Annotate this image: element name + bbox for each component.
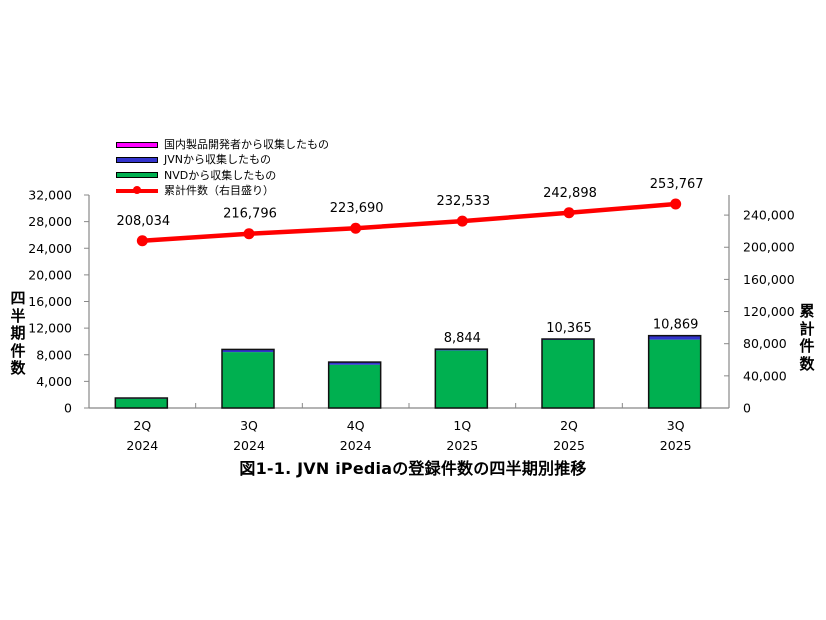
legend-swatch-blue	[116, 156, 158, 163]
cumulative-point-marker	[456, 215, 468, 227]
left-tick-label: 0	[64, 401, 72, 416]
bar-outline	[434, 348, 489, 409]
cumulative-value-label: 232,533	[436, 194, 490, 209]
bar-outline	[221, 348, 275, 409]
category-label-year: 2024	[126, 438, 158, 453]
category-label-quarter: 1Q	[453, 418, 471, 433]
legend-item-nvd: NVDから収集したもの	[116, 168, 329, 183]
legend-label: 国内製品開発者から収集したもの	[164, 138, 329, 151]
axis-title-char: 数	[10, 359, 26, 377]
right-tick-label: 160,000	[743, 272, 795, 287]
category-label-year: 2025	[553, 438, 585, 453]
bar-outline	[647, 334, 702, 409]
left-tick-label: 4,000	[36, 374, 72, 389]
bar-segment	[648, 335, 701, 340]
legend-swatch-green	[116, 172, 158, 179]
bar-total-label: 10,365	[546, 321, 592, 336]
axis-title-char: 半	[10, 306, 26, 325]
right-tick-label: 200,000	[743, 240, 795, 255]
bar-outline	[541, 338, 595, 409]
axis-title-char: 件	[10, 341, 26, 360]
axis-title-char: 四	[10, 289, 26, 307]
category-label-year: 2025	[660, 438, 692, 453]
bar-segment	[328, 364, 381, 408]
legend-label: JVNから収集したもの	[164, 153, 271, 167]
bar-segment	[222, 349, 274, 353]
left-tick-label: 8,000	[36, 347, 72, 362]
category-label-quarter: 2Q	[133, 418, 151, 433]
bar-total-label: 8,844	[444, 331, 481, 346]
left-tick-label: 16,000	[28, 294, 72, 309]
cumulative-value-label: 208,034	[116, 214, 170, 229]
left-tick-label: 12,000	[28, 321, 72, 336]
legend-item-domestic: 国内製品開発者から収集したもの	[116, 137, 329, 152]
axis-title-char: 数	[799, 354, 815, 373]
cumulative-value-label: 216,796	[223, 207, 277, 222]
cumulative-value-label: 242,898	[543, 186, 597, 201]
axis-title-char: 累	[799, 302, 815, 320]
chart-caption: 図1-1. JVN iPediaの登録件数の四半期別推移	[239, 459, 587, 478]
cumulative-point-marker	[243, 228, 255, 240]
cumulative-line	[142, 201, 676, 244]
cumulative-point-marker	[563, 207, 575, 219]
category-label-year: 2024	[340, 438, 372, 453]
legend-item-cumulative: 累計件数（右目盛り）	[116, 183, 329, 198]
category-label-quarter: 4Q	[347, 418, 365, 433]
category-label-year: 2025	[446, 438, 478, 453]
axis-title-char: 期	[10, 324, 26, 342]
bar-outline	[114, 397, 169, 409]
category-label-quarter: 3Q	[667, 418, 685, 433]
left-tick-label: 28,000	[28, 214, 72, 229]
right-tick-label: 80,000	[743, 336, 787, 351]
legend-swatch-magenta	[116, 141, 158, 148]
cumulative-value-label: 223,690	[330, 201, 384, 216]
chart-legend: 国内製品開発者から収集したもの JVNから収集したもの NVDから収集したもの …	[116, 137, 329, 198]
axis-title-char: 件	[799, 337, 815, 355]
axis-title-char: 計	[799, 319, 815, 338]
legend-label: NVDから収集したもの	[164, 168, 277, 182]
bar-total-label: 10,869	[653, 318, 699, 333]
cumulative-point-marker	[350, 222, 362, 234]
cumulative-value-label: 253,767	[650, 177, 704, 192]
bar-segment	[115, 398, 168, 408]
legend-item-jvn: JVNから収集したもの	[116, 152, 329, 167]
bar-segment	[542, 339, 594, 408]
right-tick-label: 120,000	[743, 304, 795, 319]
left-tick-label: 24,000	[28, 241, 72, 256]
right-tick-label: 240,000	[743, 208, 795, 223]
cumulative-point-marker	[136, 235, 148, 247]
bar-segment	[435, 350, 488, 408]
right-tick-label: 0	[743, 401, 751, 416]
category-label-quarter: 2Q	[560, 418, 578, 433]
left-tick-label: 20,000	[28, 267, 72, 282]
right-tick-label: 40,000	[743, 368, 787, 383]
legend-label: 累計件数（右目盛り）	[164, 183, 274, 197]
left-axis-title: 四 半 期 件 数	[9, 289, 27, 378]
bar-segment	[328, 362, 381, 365]
right-axis-title: 累 計 件 数	[798, 302, 816, 373]
legend-line-marker-icon	[116, 186, 158, 195]
bar-segment	[648, 339, 701, 408]
category-label-year: 2024	[233, 438, 265, 453]
left-tick-label: 32,000	[28, 188, 72, 203]
bar-segment	[222, 352, 274, 408]
bar-outline	[327, 361, 382, 409]
category-label-quarter: 3Q	[240, 418, 258, 433]
cumulative-point-marker	[670, 198, 682, 210]
